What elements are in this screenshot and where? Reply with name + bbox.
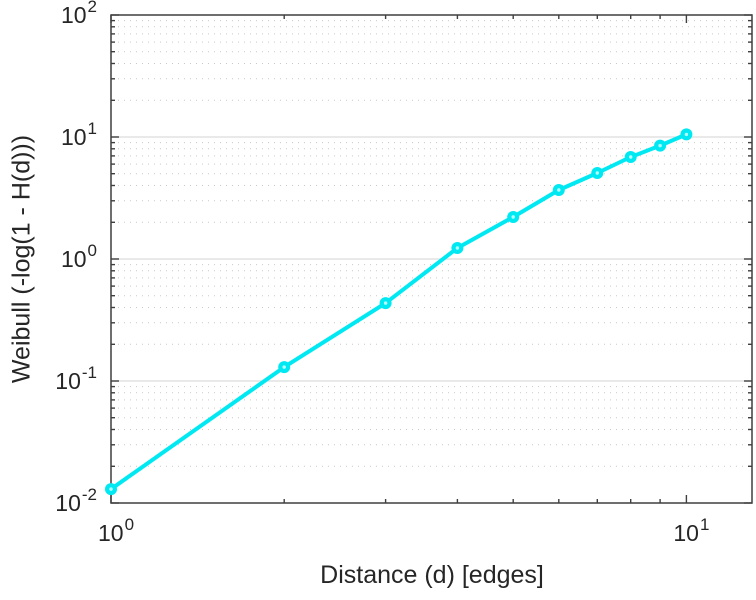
data-point-marker-center — [511, 215, 515, 219]
data-point-marker-center — [684, 132, 689, 137]
y-tick-label: 102 — [61, 0, 97, 28]
data-point-marker-center — [629, 155, 633, 159]
data-point-marker-center — [109, 487, 113, 491]
y-tick-label: 101 — [61, 119, 97, 150]
data-point-marker-center — [595, 171, 599, 175]
series-line — [109, 132, 689, 492]
data-point-marker-center — [455, 246, 460, 250]
y-axis-label: Weibull (-log(1 - H(d))) — [7, 134, 36, 384]
x-axis-label: Distance (d) [edges] — [320, 561, 544, 589]
data-point-marker-center — [658, 143, 662, 148]
y-tick-label: 10-1 — [55, 363, 97, 394]
data-point-marker-center — [383, 301, 388, 305]
data-point-marker-center — [557, 188, 561, 192]
x-tick-label: 100 — [98, 515, 134, 546]
x-tick-label: 101 — [673, 515, 709, 546]
data-point-marker-center — [282, 365, 286, 369]
y-tick-label: 100 — [61, 241, 97, 272]
y-tick-label: 10-2 — [55, 485, 97, 516]
